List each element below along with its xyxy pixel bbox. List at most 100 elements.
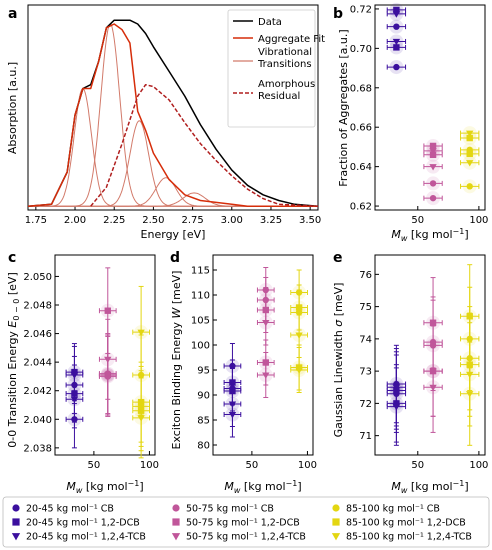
point-triangle	[429, 164, 437, 171]
point-triangle	[392, 11, 401, 18]
point-square	[172, 518, 180, 526]
y-tick-label: 73	[359, 367, 372, 378]
y-tick-label: 115	[191, 266, 210, 277]
point-square	[429, 151, 437, 159]
y-tick-label: 72	[359, 399, 372, 410]
point-triangle	[137, 329, 145, 336]
point-triangle	[11, 533, 21, 541]
y-tick-label: 2.048	[23, 301, 52, 312]
point-circle	[172, 504, 180, 512]
y-tick-label: 2.044	[23, 358, 52, 369]
panel-a-spectrum: 1.75 2.00 2.25 2.50 2.75 3.00 3.25 3.50 Energy …	[6, 4, 325, 241]
legend-a-vib-label: Vibrational Transitions	[257, 47, 315, 70]
panel-a-legend: Data Aggregate Fit Vibrational Transitio…	[227, 9, 325, 128]
legend-a-data-label: Data	[258, 17, 282, 28]
point-triangle	[429, 384, 437, 392]
point-triangle	[429, 148, 437, 155]
panel-b-ylabel: Fraction of Aggregates [a.u.]	[337, 29, 350, 186]
panel-a-frame	[27, 4, 319, 211]
panel-b-xlabel: Mw [kg mol−1]	[391, 227, 468, 243]
y-tick-label: 90	[197, 391, 210, 402]
x-tick-label: 3.00	[221, 215, 243, 226]
x-tick-label: 50	[411, 215, 424, 226]
y-tick-label: 2.042	[23, 386, 52, 397]
point-triangle	[466, 160, 474, 167]
legend-entry-label: 50-75 kg mol⁻¹ 1,2,4-TCB	[186, 532, 306, 543]
vibrational-curve	[28, 177, 318, 207]
point-triangle	[262, 372, 270, 379]
point-circle	[466, 183, 473, 190]
point-circle	[429, 180, 437, 187]
point-triangle	[137, 415, 145, 422]
panel-label-d: d	[170, 250, 180, 266]
point-triangle	[466, 391, 474, 398]
legend-entry-label: 20-45 kg mol⁻¹ CB	[26, 504, 114, 515]
panel-b-fraction: 50 100 0.62 0.64 0.66 0.68 0.70 0.72 Mw [kg mol…	[337, 2, 489, 243]
legend-entry-label: 85-100 kg mol⁻¹ 1,2,4-TCB	[346, 532, 472, 543]
x-tick-label: 3.50	[299, 215, 321, 226]
series-line-aggregate-fit	[27, 23, 318, 207]
point-triangle	[295, 332, 303, 339]
x-tick-label: 100	[469, 215, 488, 226]
y-tick-label: 80	[197, 441, 210, 452]
panel-a-series	[27, 19, 319, 207]
point-square	[104, 307, 111, 314]
panel-label-e: e	[333, 250, 343, 266]
y-tick-label: 0.70	[350, 44, 372, 55]
panel-e-ylabel: Gaussian Linewidth σ [meV]	[332, 283, 345, 438]
panel-a-ticks: 1.75 2.00 2.25 2.50 2.75 3.00 3.25 3.50	[25, 206, 321, 226]
x-tick-label: 2.00	[64, 215, 86, 226]
y-tick-label: 100	[191, 341, 210, 352]
y-tick-label: 0.68	[350, 83, 372, 94]
legend-entry-label: 20-45 kg mol⁻¹ 1,2,4-TCB	[26, 532, 146, 543]
point-circle	[393, 63, 400, 71]
legend-entry-label: 85-100 kg mol⁻¹ 1,2-DCB	[346, 518, 466, 529]
point-square	[466, 150, 473, 158]
point-triangle	[171, 533, 181, 541]
point-circle	[71, 416, 78, 423]
point-square	[12, 518, 20, 526]
legend-a-residual-label: Amorphous Residual	[258, 79, 318, 102]
y-tick-label: 2.038	[23, 443, 52, 454]
y-tick-label: 74	[359, 334, 372, 345]
point-square	[429, 142, 437, 150]
panel-b-ticks: 50 100 0.62 0.64 0.66 0.68 0.70 0.72	[350, 4, 489, 226]
point-triangle	[295, 367, 303, 374]
vibrational-curve	[28, 120, 318, 207]
bottom-legend-box	[2, 496, 490, 548]
legend-a-vib-text: Vibrational	[258, 47, 312, 58]
y-tick-label: 0.66	[350, 123, 372, 134]
legend-entry-label: 20-45 kg mol⁻¹ 1,2-DCB	[26, 518, 140, 529]
panel-e-ticks: 50 100 71 72 73 74 75 76	[359, 270, 488, 471]
y-tick-label: 0.62	[350, 202, 372, 213]
y-tick-label: 95	[197, 366, 210, 377]
point-circle	[332, 504, 340, 512]
y-tick-label: 2.046	[23, 329, 52, 340]
legend-a-vib-text-2: Transitions	[257, 59, 312, 70]
point-circle	[12, 504, 20, 512]
legend-entry-label: 50-75 kg mol⁻¹ CB	[186, 504, 274, 515]
panel-e-xlabel: Mw [kg mol−1]	[391, 479, 468, 495]
panel-c-ylabel: 0-0 Transition Energy E0 − 0 [eV]	[6, 272, 21, 447]
y-tick-label: 2.050	[23, 272, 52, 283]
panel-c-ticks: 50 100 2.038 2.040 2.042 2.044 2.046 2.048 2.050	[23, 272, 159, 471]
panel-c-points	[65, 267, 150, 459]
point-square	[332, 518, 340, 526]
x-tick-label: 50	[246, 460, 259, 471]
panel-d-frame	[212, 254, 314, 456]
point-triangle	[228, 411, 237, 419]
panel-a-ylabel: Absorption [a.u.]	[6, 62, 19, 154]
point-triangle	[262, 319, 270, 327]
x-tick-label: 100	[469, 460, 488, 471]
bottom-legend: 20-45 kg mol⁻¹ CB 20-45 kg mol⁻¹ 1,2-DCB 2…	[2, 496, 490, 548]
panel-b-frame	[374, 4, 486, 211]
point-circle	[104, 373, 111, 380]
legend-a-residual-text-2: Residual	[258, 91, 300, 102]
y-tick-label: 110	[191, 291, 210, 302]
y-tick-label: 0.64	[350, 162, 372, 173]
panel-e-linewidth: 50 100 71 72 73 74 75 76 Mw [kg mol−1] Gaussian…	[332, 254, 488, 495]
series-line-amorphous-residual	[90, 83, 319, 207]
x-tick-label: 2.50	[142, 215, 164, 226]
